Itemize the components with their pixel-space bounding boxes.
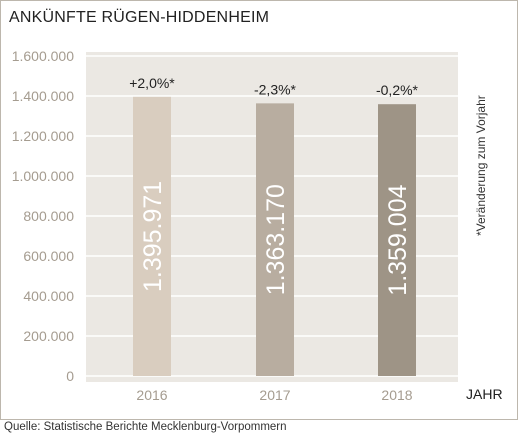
y-tick-label: 1.000.000 xyxy=(12,168,74,184)
change-label: -2,3%* xyxy=(254,81,297,97)
y-tick-label: 1.200.000 xyxy=(12,128,74,144)
y-tick-label: 400.000 xyxy=(23,288,74,304)
source-note: Quelle: Statistische Berichte Mecklenbur… xyxy=(4,421,287,433)
bar-value-label: 1.395.971 xyxy=(139,181,167,292)
x-tick-label: 2016 xyxy=(136,387,167,403)
y-tick-label: 600.000 xyxy=(23,248,74,264)
y-tick-label: 800.000 xyxy=(23,208,74,224)
change-footnote: *Veränderung zum Vorjahr xyxy=(474,95,488,236)
x-tick-label: 2018 xyxy=(381,387,412,403)
change-label: -0,2%* xyxy=(376,82,419,98)
bar-value-label: 1.363.170 xyxy=(262,184,290,295)
x-tick-label: 2017 xyxy=(259,387,290,403)
y-tick-label: 200.000 xyxy=(23,328,74,344)
bar xyxy=(378,104,416,376)
y-tick-label: 1.600.000 xyxy=(12,48,74,64)
y-tick-label: 0 xyxy=(66,368,74,384)
change-label: +2,0%* xyxy=(129,75,175,91)
bar-value-label: 1.359.004 xyxy=(384,184,412,295)
y-tick-label: 1.400.000 xyxy=(12,88,74,104)
x-axis-label: JAHR xyxy=(466,386,503,402)
chart-title: ANKÜNFTE RÜGEN-HIDDENHEIM xyxy=(9,9,270,26)
bar xyxy=(133,96,171,377)
bar xyxy=(256,103,294,376)
